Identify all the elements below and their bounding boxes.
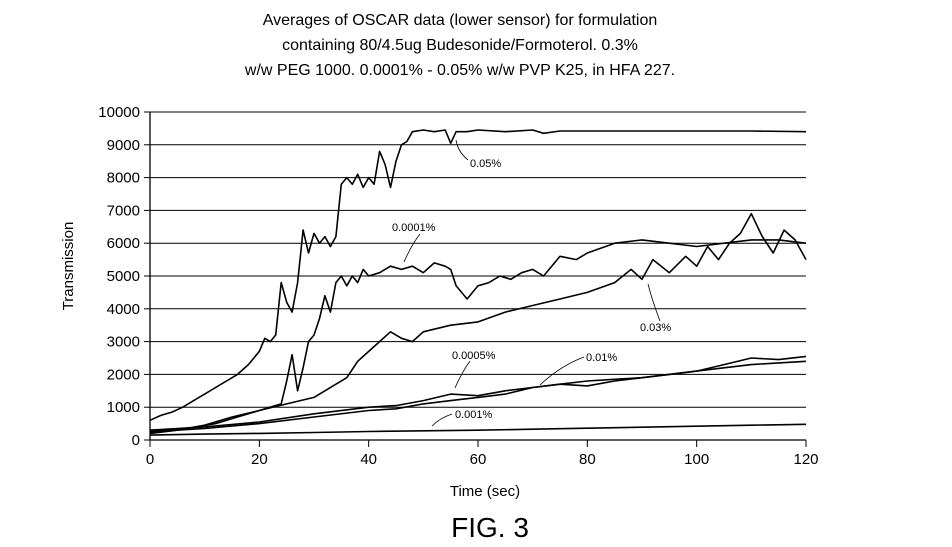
y-tick-label-10000: 10000 [98,104,140,121]
x-tick-label-80: 80 [579,451,596,468]
annotation-0-0005: 0.0005% [452,350,496,362]
x-tick-label-120: 120 [793,451,818,468]
leader-0-001 [431,413,453,427]
series-lines [149,129,807,436]
y-tick-label-2000: 2000 [107,366,140,383]
annotation-0-05: 0.05% [470,158,501,170]
series-line-0-001- [149,423,807,436]
leader-0-03 [647,283,661,322]
y-tick-label-9000: 9000 [107,137,140,154]
y-tick-label-8000: 8000 [107,170,140,187]
y-axis-label: Transmission [60,222,77,311]
leader-0-0001 [403,233,421,263]
x-axis-label: Time (sec) [450,483,520,500]
series-line-0-05- [149,129,807,422]
annotation-0-001: 0.001% [455,409,493,421]
leader-0-01 [539,356,585,386]
x-tick-label-100: 100 [684,451,709,468]
y-tick-label-6000: 6000 [107,235,140,252]
y-tick-label-5000: 5000 [107,268,140,285]
leader-0-05 [455,139,469,161]
x-tick-label-0: 0 [146,451,154,468]
annotation-0-03: 0.03% [640,322,671,334]
series-line-0-0001- [149,239,807,431]
x-tick-label-40: 40 [360,451,377,468]
y-tick-label-4000: 4000 [107,301,140,318]
series-line-0-01- [149,355,807,433]
x-tick-label-20: 20 [251,451,268,468]
annotations: 0.05% 0.0001% 0.03% 0.0005% 0.01% 0.001% [392,139,671,427]
y-tick-label-7000: 7000 [107,202,140,219]
series-line-0-03- [149,212,807,435]
figure-label: FIG. 3 [451,512,529,543]
y-tick-label-0: 0 [132,432,140,449]
annotation-0-01: 0.01% [586,352,617,364]
title-line-3: w/w PEG 1000. 0.0001% - 0.05% w/w PVP K2… [244,62,675,79]
y-tick-label-1000: 1000 [107,399,140,416]
axes: 0100020003000400050006000700080009000100… [98,104,818,468]
y-tick-label-3000: 3000 [107,334,140,351]
x-tick-label-60: 60 [470,451,487,468]
leader-0-0005 [454,360,471,389]
title-line-2: containing 80/4.5ug Budesonide/Formotero… [282,37,638,54]
title-line-1: Averages of OSCAR data (lower sensor) fo… [263,12,658,29]
chart-title: Averages of OSCAR data (lower sensor) fo… [244,12,675,79]
annotation-0-0001: 0.0001% [392,222,436,234]
gridlines [150,111,806,441]
